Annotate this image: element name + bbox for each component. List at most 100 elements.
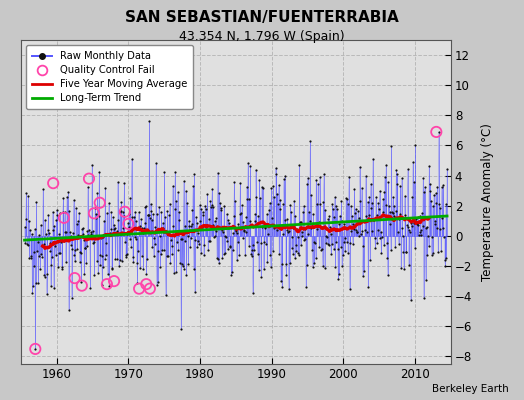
Point [114, 179, 122, 186]
Point [56, 210, 64, 217]
Point [182, 272, 191, 278]
Point [413, 221, 421, 227]
Point [345, 286, 354, 293]
Point [402, 249, 411, 255]
Point [367, 228, 376, 234]
Point [182, 188, 190, 194]
Point [224, 246, 232, 252]
Point [235, 252, 243, 258]
Point [157, 208, 166, 215]
Point [102, 240, 111, 247]
Point [294, 234, 302, 241]
Point [301, 226, 310, 232]
Point [37, 222, 45, 228]
Point [169, 222, 178, 229]
Point [423, 251, 432, 258]
Point [110, 222, 118, 228]
Point [378, 209, 387, 216]
Point [256, 240, 265, 247]
Point [409, 179, 418, 186]
Point [144, 212, 152, 218]
Point [300, 237, 309, 244]
Point [250, 218, 259, 225]
Point [242, 213, 250, 220]
Point [236, 180, 245, 186]
Point [126, 195, 135, 201]
Point [179, 262, 187, 269]
Point [61, 229, 69, 236]
Point [178, 236, 187, 243]
Point [390, 213, 399, 219]
Point [399, 249, 408, 256]
Point [411, 245, 419, 252]
Point [80, 237, 88, 243]
Point [323, 241, 332, 247]
Point [367, 204, 375, 211]
Point [219, 228, 227, 235]
Point [405, 227, 413, 233]
Point [165, 231, 173, 237]
Point [349, 221, 357, 227]
Point [424, 233, 432, 239]
Point [109, 214, 117, 220]
Point [81, 244, 89, 251]
Point [159, 225, 167, 231]
Point [304, 231, 313, 238]
Point [62, 259, 70, 265]
Point [222, 211, 231, 217]
Point [328, 241, 336, 247]
Point [314, 219, 323, 225]
Point [196, 250, 205, 256]
Point [425, 188, 434, 194]
Point [426, 181, 434, 187]
Point [331, 194, 339, 201]
Point [95, 200, 104, 206]
Point [340, 238, 348, 245]
Point [64, 188, 72, 195]
Point [435, 201, 443, 208]
Point [173, 189, 182, 196]
Point [271, 165, 280, 171]
Point [194, 238, 203, 244]
Point [225, 219, 233, 226]
Point [209, 204, 217, 210]
Point [366, 257, 374, 263]
Point [205, 238, 214, 244]
Point [441, 262, 450, 269]
Point [267, 264, 275, 270]
Point [102, 252, 110, 258]
Point [369, 155, 377, 162]
Point [115, 209, 124, 216]
Point [59, 195, 68, 201]
Point [196, 218, 204, 224]
Point [246, 162, 255, 169]
Point [281, 260, 290, 267]
Point [329, 246, 337, 252]
Point [186, 244, 194, 250]
Point [305, 217, 314, 224]
Point [328, 201, 336, 208]
Point [315, 174, 324, 180]
Point [71, 247, 80, 254]
Point [171, 169, 179, 175]
Point [28, 231, 36, 237]
Point [212, 228, 220, 235]
Point [386, 221, 394, 227]
Point [382, 161, 390, 168]
Point [33, 248, 41, 255]
Point [158, 247, 166, 254]
Point [138, 225, 147, 231]
Point [394, 229, 402, 236]
Point [110, 226, 118, 232]
Point [92, 215, 100, 221]
Point [418, 222, 427, 229]
Point [363, 229, 371, 236]
Point [241, 226, 249, 233]
Point [368, 200, 377, 206]
Point [434, 129, 443, 135]
Point [346, 240, 354, 246]
Point [285, 286, 293, 292]
Point [101, 256, 109, 262]
Point [79, 230, 88, 237]
Point [213, 254, 221, 261]
